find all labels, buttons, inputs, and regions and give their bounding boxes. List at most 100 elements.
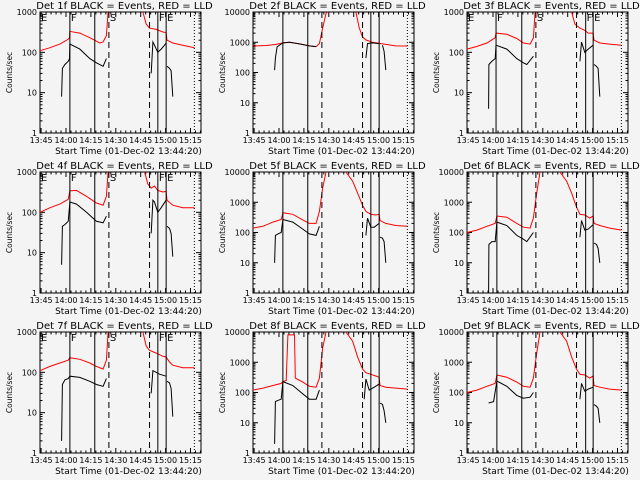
x-tick-label: 14:15: [79, 296, 102, 305]
y-tick-label: 1: [32, 289, 37, 298]
series-events-line: [379, 402, 387, 423]
x-tick-label: 15:15: [392, 136, 415, 145]
x-tick-label: 13:45: [457, 456, 480, 465]
y-axis-label: Counts/sec: [5, 52, 14, 93]
series-events-line: [150, 369, 167, 394]
x-tick-label: 14:45: [556, 296, 579, 305]
y-tick-label: 1000: [444, 198, 464, 207]
x-tick-label: 14:00: [481, 456, 504, 465]
series-events-line: [488, 44, 534, 109]
x-tick-label: 14:00: [54, 456, 77, 465]
x-tick-label: 15:00: [581, 296, 604, 305]
marker-label: F: [159, 173, 165, 184]
x-tick-label: 15:15: [179, 136, 202, 145]
series-events-line: [274, 380, 320, 444]
y-axis-label: Counts/sec: [218, 212, 227, 253]
y-axis-label: Counts/sec: [432, 52, 441, 93]
x-axis-label: Start Time (01-Dec-02 13:44:20): [482, 467, 629, 477]
x-tick-label: 14:30: [531, 456, 554, 465]
y-tick-label: 10000: [225, 168, 250, 177]
y-axis-label: Counts/sec: [5, 372, 14, 413]
x-tick-label: 15:15: [392, 296, 415, 305]
y-tick-label: 100: [22, 368, 37, 377]
chart-title: Det 6f BLACK = Events, RED = LLD: [463, 161, 640, 172]
x-axis-label: Start Time (01-Dec-02 13:44:20): [55, 467, 202, 477]
series-events-line: [593, 404, 601, 423]
series-events-line: [274, 218, 320, 263]
series-events-line: [166, 225, 174, 257]
x-tick-label: 15:00: [154, 456, 177, 465]
series-lld-line: [142, 331, 195, 369]
x-tick-label: 14:45: [129, 136, 152, 145]
x-tick-label: 14:45: [556, 456, 579, 465]
marker-label-left: E: [468, 13, 474, 24]
series-lld-line: [466, 331, 541, 393]
series-events-line: [150, 198, 167, 234]
series-events-line: [579, 41, 594, 62]
x-axis-label: Start Time (01-Dec-02 13:44:20): [55, 307, 202, 317]
chart-panel-5: Det 5f BLACK = Events, RED = LLD 1 10 100 10…: [218, 161, 426, 317]
x-tick-label: 15:00: [367, 456, 390, 465]
series-events-line: [488, 221, 534, 294]
marker-label: F: [71, 173, 77, 184]
x-tick-label: 14:45: [342, 136, 365, 145]
chart-title: Det 3f BLACK = Events, RED = LLD: [463, 1, 640, 12]
y-tick-label: 1000: [17, 168, 37, 177]
x-tick-label: 14:45: [556, 136, 579, 145]
y-tick-label: 10000: [225, 328, 250, 337]
y-tick-label: 1000: [444, 8, 464, 17]
series-events-line: [579, 383, 594, 400]
x-tick-label: 14:15: [506, 136, 529, 145]
x-tick-label: 14:45: [342, 296, 365, 305]
x-tick-label: 14:45: [342, 456, 365, 465]
x-tick-label: 14:30: [317, 136, 340, 145]
series-lld-line: [39, 171, 109, 213]
y-tick-label: 10: [240, 419, 250, 428]
y-tick-label: 1: [32, 449, 37, 458]
x-tick-label: 14:00: [481, 136, 504, 145]
chart-panel-2: Det 2f BLACK = Events, RED = LLD 1 10 100 10…: [218, 1, 426, 157]
y-tick-label: 1: [459, 449, 464, 458]
x-tick-label: 14:15: [506, 456, 529, 465]
x-axis-label: Start Time (01-Dec-02 13:44:20): [268, 467, 415, 477]
series-lld-line: [466, 171, 541, 233]
y-tick-label: 10000: [439, 328, 464, 337]
x-tick-label: 15:00: [154, 136, 177, 145]
x-tick-label: 14:00: [481, 296, 504, 305]
series-lld-line: [39, 11, 109, 52]
series-lld-line: [252, 171, 327, 229]
marker-label: S: [110, 13, 116, 24]
y-tick-label: 10: [27, 249, 37, 258]
x-tick-label: 14:00: [267, 136, 290, 145]
y-tick-label: 1000: [17, 8, 37, 17]
y-axis-label: Counts/sec: [218, 52, 227, 93]
x-tick-label: 14:30: [104, 136, 127, 145]
x-axis-label: Start Time (01-Dec-02 13:44:20): [482, 307, 629, 317]
x-tick-label: 15:00: [581, 136, 604, 145]
series-events-line: [579, 220, 594, 238]
marker-label: F: [159, 13, 165, 24]
x-tick-label: 15:00: [581, 456, 604, 465]
x-tick-label: 15:15: [179, 296, 202, 305]
y-tick-label: 1000: [444, 358, 464, 367]
marker-label: E: [167, 333, 173, 344]
marker-label: S: [537, 13, 543, 24]
series-lld-line: [559, 331, 622, 391]
marker-label: S: [110, 333, 116, 344]
y-tick-label: 10: [454, 419, 464, 428]
x-tick-label: 15:15: [606, 136, 629, 145]
chart-title: Det 8f BLACK = Events, RED = LLD: [249, 321, 426, 332]
x-tick-label: 13:45: [243, 456, 266, 465]
series-events-line: [593, 64, 601, 97]
series-lld-line: [345, 171, 408, 227]
x-tick-label: 14:15: [506, 296, 529, 305]
chart-panel-7: Det 7f BLACK = Events, RED = LLD 1 10 100 10…: [5, 321, 213, 477]
series-events-line: [61, 375, 107, 441]
x-tick-label: 15:00: [367, 296, 390, 305]
marker-label: F: [159, 333, 165, 344]
y-tick-label: 1: [459, 289, 464, 298]
y-tick-label: 1: [245, 129, 250, 138]
y-tick-label: 10000: [225, 8, 250, 17]
